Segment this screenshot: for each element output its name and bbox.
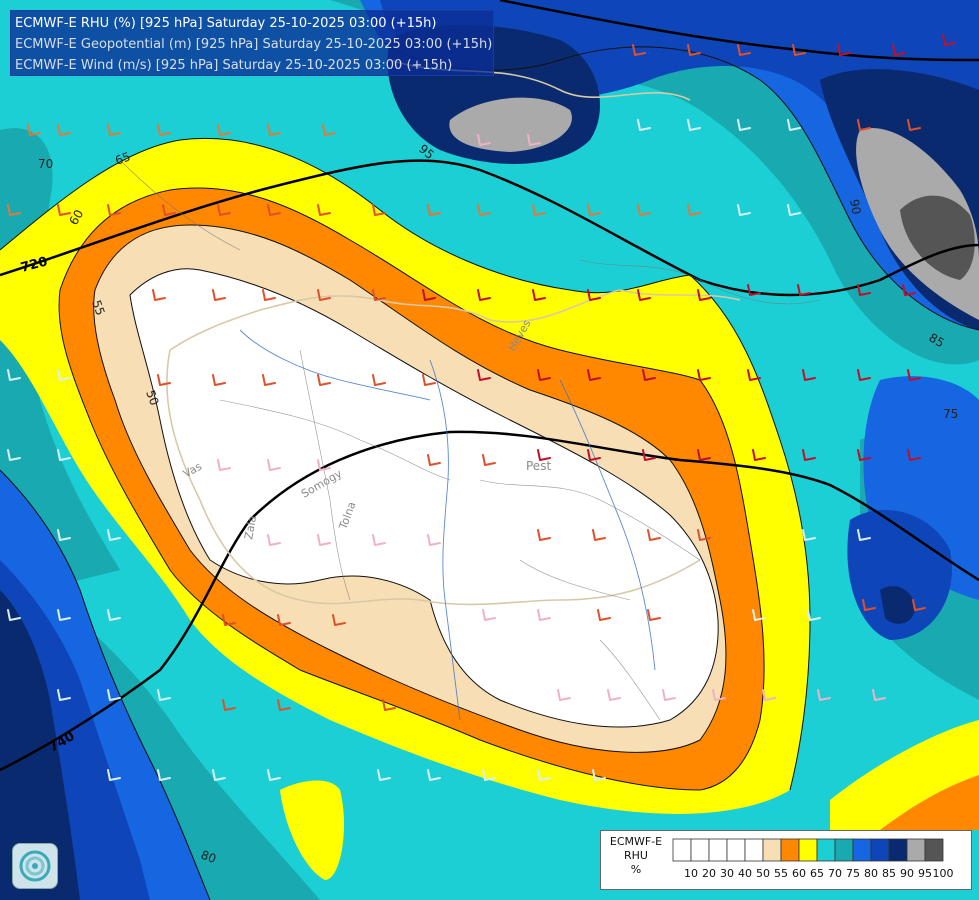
legend-tick-label: 95 <box>918 867 932 880</box>
rhu-60-region-southeast <box>880 775 979 830</box>
rhu-50-region <box>130 268 719 728</box>
legend-color-scale: 10 20 30 40 50 55 60 65 70 75 80 85 90 95 100 <box>672 838 954 880</box>
legend-swatch <box>798 838 818 862</box>
rhu-label-80: 80 <box>199 848 218 866</box>
legend-tick-label: 55 <box>774 867 788 880</box>
rhu-label-50: 50 <box>143 388 161 407</box>
legend-tick-label: 50 <box>756 867 770 880</box>
legend-tick-label: 10 <box>684 867 698 880</box>
rhu-label-70: 70 <box>38 157 53 171</box>
legend-swatch <box>852 838 872 862</box>
rhu-100-region-northeast <box>900 195 975 280</box>
legend-swatch <box>708 838 728 862</box>
legend-tick-label: 65 <box>810 867 824 880</box>
geopotential-lines <box>0 0 979 772</box>
rhu-65-region-south <box>280 780 345 880</box>
legend-title: ECMWF-E RHU % <box>603 835 669 877</box>
legend-swatch <box>726 838 746 862</box>
rhu-90-region-east <box>880 586 915 624</box>
rhu-label-60: 60 <box>66 207 86 227</box>
rhu-label-85: 85 <box>927 330 947 350</box>
legend-swatch <box>870 838 890 862</box>
wind-barbs <box>7 34 956 781</box>
legend-title-variable: RHU <box>624 849 648 862</box>
legend-swatch <box>834 838 854 862</box>
county-lines <box>119 159 821 721</box>
logo <box>12 843 58 889</box>
place-label-zala: Zala <box>242 515 259 541</box>
legend-swatch <box>762 838 782 862</box>
legend-swatch <box>690 838 710 862</box>
geopotential-label-720: 720 <box>19 254 49 276</box>
swirl-logo-icon <box>19 850 51 882</box>
place-label-pest: Pest <box>526 459 551 473</box>
title-geopotential: ECMWF-E Geopotential (m) [925 hPa] Satur… <box>15 37 493 52</box>
rhu-contour-lines <box>0 39 979 900</box>
legend-tick-label: 70 <box>828 867 842 880</box>
title-wind: ECMWF-E Wind (m/s) [925 hPa] Saturday 25… <box>15 58 453 73</box>
legend-swatch <box>816 838 836 862</box>
legend-title-model: ECMWF-E <box>609 835 663 848</box>
legend-swatch <box>672 838 692 862</box>
legend-swatch <box>906 838 926 862</box>
rhu-legend: ECMWF-E RHU % 10 20 30 40 50 55 60 65 70 75 80 85 90… <box>600 830 972 890</box>
legend-swatch <box>888 838 908 862</box>
legend-tick-label: 60 <box>792 867 806 880</box>
legend-swatch <box>780 838 800 862</box>
legend-tick-label: 90 <box>900 867 914 880</box>
rhu-90-region-west <box>0 590 80 900</box>
legend-tick-label: 30 <box>720 867 734 880</box>
rhu-label-55: 55 <box>89 298 107 317</box>
legend-tick-label: 40 <box>738 867 752 880</box>
legend-tick-label: 85 <box>882 867 896 880</box>
rhu-label-65: 65 <box>113 149 132 167</box>
rhu-95-region-north <box>449 97 572 152</box>
rivers <box>239 329 656 721</box>
legend-tick-label: 20 <box>702 867 716 880</box>
rhu-label-75: 75 <box>943 407 958 421</box>
legend-tick-label: 100 <box>933 867 954 880</box>
legend-tick-label: 75 <box>846 867 860 880</box>
map-title-box: ECMWF-E RHU (%) [925 hPa] Saturday 25-10… <box>10 10 494 76</box>
legend-tick-label: 80 <box>864 867 878 880</box>
legend-title-unit: % <box>630 863 642 876</box>
legend-swatch <box>744 838 764 862</box>
title-rhu: ECMWF-E RHU (%) [925 hPa] Saturday 25-10… <box>15 16 437 31</box>
rhu-label-90: 90 <box>847 198 863 215</box>
legend-swatch <box>924 838 944 862</box>
